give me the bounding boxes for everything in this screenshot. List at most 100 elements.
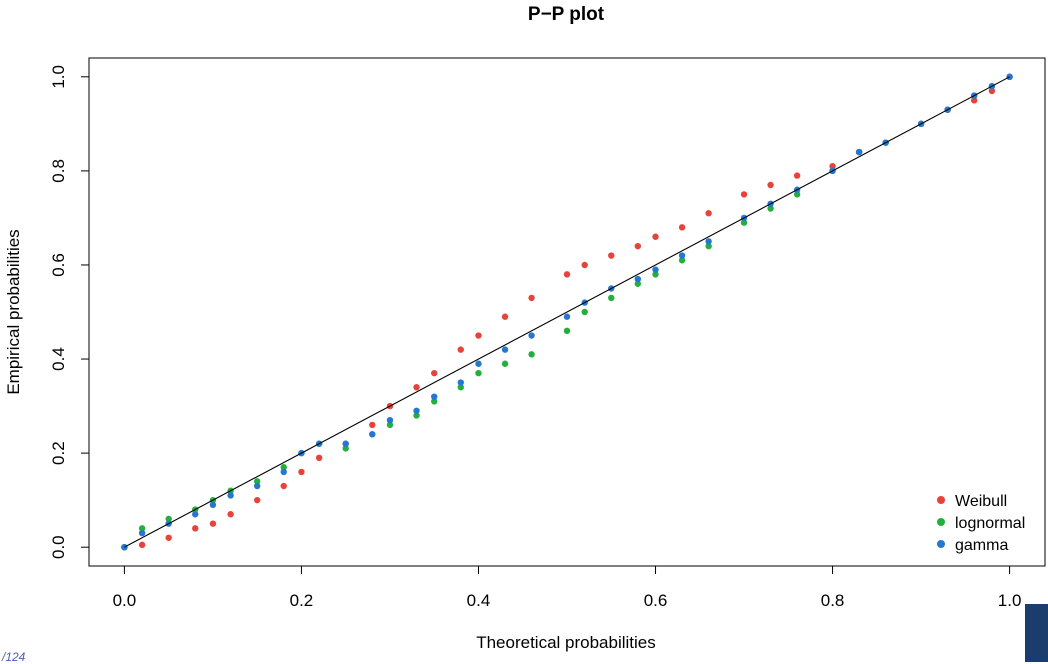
data-point — [192, 511, 199, 518]
x-axis: 0.0 0.2 0.4 0.6 0.8 1.0 — [113, 566, 1021, 610]
y-tick-label: 0.6 — [49, 253, 68, 277]
x-tick-label: 0.6 — [644, 591, 668, 610]
data-point — [581, 261, 588, 269]
legend-marker-weibull — [937, 496, 945, 504]
legend-marker-gamma — [937, 540, 945, 548]
y-tick-label: 0.0 — [49, 535, 68, 559]
data-point — [227, 492, 234, 499]
data-point — [138, 525, 146, 532]
data-point — [253, 496, 261, 504]
data-point — [634, 275, 642, 283]
data-point — [369, 421, 376, 429]
data-point — [705, 238, 712, 245]
data-point — [678, 224, 686, 231]
data-point — [678, 257, 686, 264]
data-point — [501, 360, 509, 367]
data-point — [988, 87, 996, 95]
data-point — [528, 294, 535, 302]
y-axis-label: Empirical probabilities — [4, 229, 23, 394]
data-point — [793, 172, 801, 179]
data-point — [138, 529, 146, 537]
data-point — [740, 219, 748, 226]
data-point — [138, 541, 146, 549]
chart-title: P−P plot — [528, 4, 605, 25]
y-axis: 0.0 0.2 0.4 0.6 0.8 1.0 — [49, 65, 89, 559]
data-point — [652, 271, 659, 278]
data-point — [563, 313, 571, 320]
data-point — [970, 97, 978, 104]
legend: Weibull lognormal gamma — [937, 493, 1025, 554]
scatter-points — [121, 73, 1013, 551]
data-point — [386, 416, 394, 424]
page-number: /124 — [2, 650, 26, 664]
x-tick-label: 0.2 — [290, 591, 314, 610]
data-point — [563, 271, 571, 278]
data-point — [793, 191, 801, 198]
data-point — [475, 332, 482, 339]
legend-label-gamma: gamma — [955, 537, 1008, 554]
data-point — [634, 280, 642, 287]
data-point — [767, 205, 774, 212]
data-point — [253, 478, 261, 485]
data-point — [855, 148, 863, 156]
data-point — [475, 369, 482, 377]
legend-label-weibull: Weibull — [955, 493, 1007, 510]
data-point — [298, 468, 305, 476]
logo-badge — [1025, 604, 1048, 662]
y-tick-label: 1.0 — [49, 65, 68, 89]
data-point — [431, 393, 438, 400]
data-point — [315, 454, 323, 462]
data-point — [209, 501, 217, 509]
data-point — [280, 468, 287, 476]
data-point — [369, 431, 376, 438]
legend-marker-lognormal — [937, 518, 945, 526]
data-point — [563, 327, 571, 335]
y-tick-label: 0.8 — [49, 159, 68, 183]
legend-label-lognormal: lognormal — [955, 515, 1025, 532]
data-point — [280, 464, 287, 471]
data-point — [457, 346, 464, 353]
data-point — [501, 346, 509, 353]
x-tick-label: 0.4 — [467, 591, 491, 610]
data-point — [678, 252, 686, 259]
data-point — [165, 534, 172, 541]
y-tick-label: 0.2 — [49, 441, 68, 465]
data-point — [475, 360, 482, 367]
data-point — [192, 525, 199, 532]
series-gamma — [121, 73, 1013, 551]
data-point — [767, 181, 774, 189]
data-point — [413, 407, 420, 414]
data-point — [740, 191, 748, 198]
data-point — [413, 384, 420, 391]
plot-frame — [88, 57, 1046, 567]
data-point — [431, 369, 438, 377]
data-point — [705, 242, 712, 250]
data-point — [634, 242, 642, 250]
data-point — [608, 294, 615, 302]
data-point — [209, 520, 217, 527]
data-point — [528, 332, 535, 339]
data-point — [280, 482, 287, 490]
data-point — [342, 440, 349, 447]
data-point — [413, 412, 420, 419]
data-point — [652, 233, 659, 240]
data-point — [165, 515, 172, 523]
data-point — [342, 445, 349, 452]
x-tick-label: 0.8 — [821, 591, 845, 610]
data-point — [457, 384, 464, 391]
reference-line — [124, 76, 1010, 548]
y-tick-label: 0.4 — [49, 347, 68, 371]
x-axis-label: Theoretical probabilities — [476, 633, 656, 652]
data-point — [501, 313, 509, 320]
data-point — [386, 421, 394, 429]
x-tick-label: 0.0 — [113, 591, 137, 610]
data-point — [528, 351, 535, 358]
data-point — [608, 252, 615, 259]
data-point — [581, 308, 588, 316]
data-point — [431, 398, 438, 405]
data-point — [457, 379, 464, 386]
data-point — [829, 162, 836, 170]
data-point — [705, 210, 712, 217]
data-point — [253, 482, 261, 490]
